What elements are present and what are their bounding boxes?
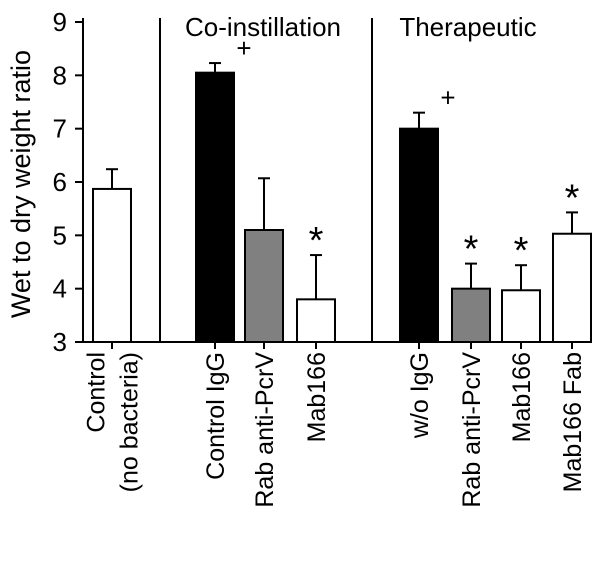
category-label: (no bacteria) xyxy=(116,352,144,492)
bars xyxy=(92,62,592,344)
y-tick-label: 5 xyxy=(53,220,67,250)
y-tick-label: 4 xyxy=(53,274,67,304)
bar xyxy=(244,229,284,343)
category-label: Mab166 xyxy=(303,352,331,442)
bar xyxy=(195,71,235,344)
bar xyxy=(451,287,491,343)
bar xyxy=(399,127,439,343)
category-label: Control IgG xyxy=(202,352,230,480)
y-tick-label: 8 xyxy=(53,60,67,90)
y-axis-title: Wet to dry weight ratio xyxy=(6,50,36,318)
category-label: Rab anti-PcrV xyxy=(251,352,279,508)
significance-marker: * xyxy=(565,177,580,219)
bar xyxy=(92,187,132,343)
category-label: Control xyxy=(83,352,111,433)
category-label: w/o IgG xyxy=(406,352,434,439)
y-tick-label: 9 xyxy=(53,7,67,37)
bar xyxy=(501,289,541,343)
significance-marker: * xyxy=(464,229,479,271)
significance-marker: + xyxy=(236,33,251,63)
significance-marker: + xyxy=(440,83,455,113)
y-tick-label: 6 xyxy=(53,167,67,197)
category-label: Mab166 Fab xyxy=(559,352,587,492)
labels: Co-instillation Therapeutic Control (no bac… xyxy=(83,12,588,508)
y-tick-label: 7 xyxy=(53,114,67,144)
axes: 3 4 5 6 7 8 9 Wet to dry weight ratio xyxy=(6,7,585,357)
bar xyxy=(296,298,336,344)
group-label: Therapeutic xyxy=(399,12,536,42)
significance-marker: * xyxy=(309,220,324,262)
group-label: Co-instillation xyxy=(185,12,341,42)
significance-marker: * xyxy=(514,230,529,272)
y-tick-label: 3 xyxy=(53,327,67,357)
bar xyxy=(552,232,592,344)
category-label: Mab166 xyxy=(508,352,536,442)
category-label: Rab anti-PcrV xyxy=(458,352,486,508)
